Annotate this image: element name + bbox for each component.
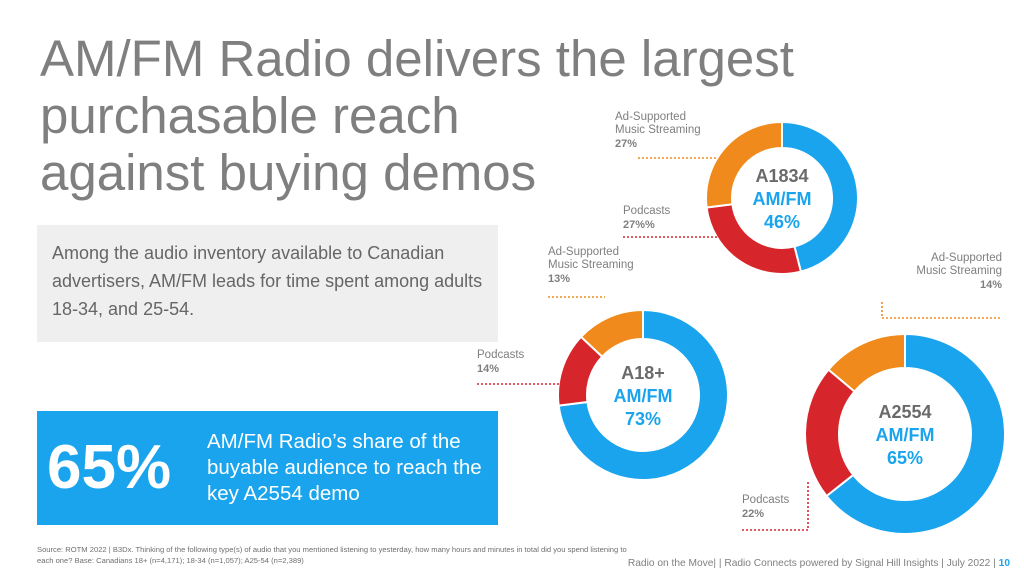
- center-amfm-value: 73%: [625, 409, 661, 429]
- annotation-label: Music Streaming: [548, 259, 634, 271]
- footer-text: Radio on the Move| | Radio Connects powe…: [627, 558, 996, 569]
- slice-ad-supported-music-streaming: [705, 120, 783, 209]
- page-title: AM/FM Radio delivers the largest purchas…: [40, 30, 840, 201]
- slice-am-fm: [825, 332, 1006, 535]
- annotation-label: Podcasts: [742, 494, 790, 506]
- source-note: Source: ROTM 2022 | B3Dx. Thinking of th…: [37, 545, 627, 565]
- center-amfm-label: AM/FM: [876, 425, 935, 445]
- page-number: 10: [998, 558, 1010, 569]
- annotation-value: 13%: [548, 273, 570, 285]
- annotation-label: Music Streaming: [615, 124, 701, 136]
- title-line: AM/FM Radio delivers the largest: [40, 30, 794, 87]
- annotation-value: 14%: [477, 363, 499, 375]
- highlight-value: 65%: [47, 433, 172, 502]
- center-amfm-label: AM/FM: [614, 386, 673, 406]
- title-line: against buying demos: [40, 144, 537, 201]
- center-demo-label: A1834: [755, 166, 808, 186]
- info-box: Among the audio inventory available to C…: [37, 225, 498, 342]
- info-text: Among the audio inventory available to C…: [52, 243, 483, 319]
- center-amfm-value: 46%: [764, 212, 800, 232]
- slice-am-fm: [557, 308, 729, 481]
- annotation-value: 27%: [615, 138, 637, 150]
- center-demo-label: A18+: [621, 363, 665, 383]
- slice-am-fm: [781, 120, 859, 273]
- annotation-label: Ad-Supported: [615, 111, 686, 123]
- annotation-label: Podcasts: [477, 349, 525, 361]
- annotation-label: Podcasts: [623, 205, 671, 217]
- center-demo-label: A2554: [878, 402, 931, 422]
- annotation-connector: [742, 480, 809, 531]
- highlight-box: 65% AM/FM Radio’s share of the buyable a…: [37, 411, 498, 525]
- footer: Radio on the Move| | Radio Connects powe…: [628, 558, 1010, 569]
- annotation-label: Ad-Supported: [931, 252, 1002, 264]
- slice-ad-supported-music-streaming: [579, 308, 644, 359]
- annotation-label: Ad-Supported: [548, 246, 619, 258]
- slice-ad-supported-music-streaming: [827, 332, 906, 393]
- center-amfm-label: AM/FM: [753, 189, 812, 209]
- center-amfm-value: 65%: [887, 448, 923, 468]
- annotation-value: 22%: [742, 508, 764, 520]
- title-line: purchasable reach: [40, 87, 460, 144]
- annotation-connector: [881, 302, 1002, 319]
- annotation-value: 27%%: [623, 219, 655, 231]
- annotation-label: Music Streaming: [916, 265, 1002, 277]
- highlight-text: AM/FM Radio’s share of the buyable audie…: [207, 430, 482, 505]
- slice-podcasts: [804, 368, 856, 498]
- annotation-value: 14%: [980, 279, 1002, 291]
